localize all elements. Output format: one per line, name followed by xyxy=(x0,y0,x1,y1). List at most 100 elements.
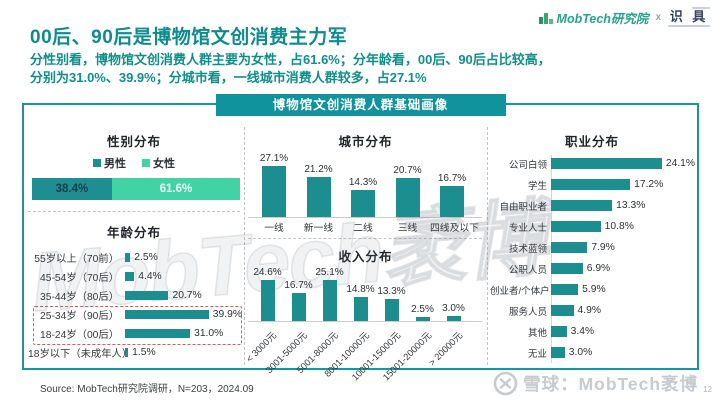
gender-age-divider xyxy=(28,211,240,212)
age-bar xyxy=(125,348,129,357)
source-note: Source: MobTech研究院调研，N=203，2024.09 xyxy=(40,384,254,395)
age-bar xyxy=(125,291,169,300)
xueqiu-logo-icon xyxy=(493,371,518,396)
occupation-bar xyxy=(551,158,662,169)
city-bar-group: 27.1% xyxy=(252,153,296,217)
income-bar-group: 3.0% xyxy=(438,303,469,321)
occupation-bar xyxy=(551,179,631,190)
age-row: 35-44岁（80后） 20.7% xyxy=(28,286,242,305)
occupation-row: 公职人员 6.9% xyxy=(490,258,696,279)
female-swatch xyxy=(142,159,150,167)
occupation-row: 公司白领 24.1% xyxy=(490,153,696,174)
income-value-label: 3.0% xyxy=(442,303,465,315)
income-value-label: 24.6% xyxy=(253,267,282,279)
age-bar xyxy=(125,310,209,319)
page-title: 00后、90后是博物馆文创消费主力军 xyxy=(30,27,348,48)
occupation-value-label: 13.3% xyxy=(616,200,646,211)
footer-brand-text: 雪球：MobTech袤博 xyxy=(523,374,699,394)
occupation-row: 专业人士 10.8% xyxy=(490,216,696,237)
city-value-label: 27.1% xyxy=(259,153,289,165)
occupation-value-label: 17.2% xyxy=(634,179,664,190)
occupation-row: 自由职业者 13.3% xyxy=(490,195,696,216)
shiju-logo-text: 识 具 xyxy=(669,9,709,24)
occupation-bar xyxy=(551,221,601,232)
gender-female-value: 61.6% xyxy=(159,183,193,195)
occupation-value-label: 7.9% xyxy=(591,242,615,253)
gender-bar-female: 61.6% xyxy=(111,178,240,200)
income-chart-title: 收入分布 xyxy=(338,250,393,264)
age-value-label: 31.0% xyxy=(194,328,224,339)
legend-male-label: 男性 xyxy=(104,158,126,170)
city-bar xyxy=(440,185,464,217)
age-highlight-box xyxy=(33,306,242,345)
occupation-row: 服务人员 4.9% xyxy=(490,300,696,321)
income-bar xyxy=(260,280,275,321)
occupation-category-label: 自由职业者 xyxy=(499,201,547,213)
occupation-value-label: 3.0% xyxy=(568,347,593,358)
column-divider-left xyxy=(244,127,245,365)
occupation-value-label: 3.4% xyxy=(570,326,595,337)
city-bar-group: 20.7% xyxy=(386,165,430,217)
occupation-category-label: 服务人员 xyxy=(508,306,547,318)
income-value-label: 13.3% xyxy=(377,286,406,298)
income-value-label: 16.7% xyxy=(284,280,313,292)
occupation-bar xyxy=(551,242,588,253)
occupation-row: 其他 3.4% xyxy=(490,321,696,342)
occupation-category-label: 创业者/个体户 xyxy=(490,285,550,297)
profile-panel: 博物馆文创消费人群基础画像 MobTech袤博 性别分布 男性 女性 38.4%… xyxy=(22,94,699,383)
occupation-category-label: 公职人员 xyxy=(508,264,547,276)
city-bar-group: 16.7% xyxy=(430,173,474,217)
occupation-value-label: 6.9% xyxy=(586,263,611,274)
income-bar xyxy=(446,316,461,321)
occupation-value-label: 10.8% xyxy=(604,221,634,232)
gender-male-value: 38.4% xyxy=(55,183,89,195)
occupation-value-label: 24.1% xyxy=(665,158,696,169)
age-row: 55岁以上（70前） 2.5% xyxy=(28,248,242,267)
gender-chart-title: 性别分布 xyxy=(106,135,161,149)
age-value-label: 1.5% xyxy=(132,347,156,358)
income-bar xyxy=(291,293,306,321)
age-category-label: 35-44岁（80后） xyxy=(40,292,119,303)
subtitle-line-1: 分性别看，博物馆文创消费人群主要为女性，占61.6%；分年龄看，00后、90后占… xyxy=(30,52,551,67)
age-category-label: 18-24岁（00后） xyxy=(40,330,119,341)
city-value-label: 16.7% xyxy=(437,172,467,184)
city-bar xyxy=(306,177,331,217)
age-chart: 55岁以上（70前） 2.5% 45-54岁（70后） 4.4% 35-44岁（80… xyxy=(28,248,242,362)
panel-title: 博物馆文创消费人群基础画像 xyxy=(215,94,506,116)
age-row: 45-54岁（70后） 4.4% xyxy=(28,267,242,286)
income-bar xyxy=(384,299,399,321)
footer-watermark: 雪球：MobTech袤博 12 xyxy=(493,371,712,396)
city-bar xyxy=(262,166,286,217)
income-bar-group: 2.5% xyxy=(407,304,438,321)
city-category-label: 二线 xyxy=(353,223,373,234)
city-category-label: 四线及以下 xyxy=(430,223,479,234)
city-value-label: 14.3% xyxy=(348,177,378,189)
brand-separator: x xyxy=(655,11,661,23)
income-bar xyxy=(415,316,430,321)
age-value-label: 4.4% xyxy=(138,271,162,282)
income-value-label: 14.8% xyxy=(346,283,375,295)
occupation-bar xyxy=(551,347,565,358)
city-income-divider xyxy=(248,238,482,239)
age-row-highlighted: 18-24岁（00后） 31.0% xyxy=(28,324,242,343)
mobtech-building-icon xyxy=(538,12,553,24)
occupation-value-label: 4.9% xyxy=(577,305,602,316)
occupation-chart-title: 职业分布 xyxy=(564,135,619,149)
occupation-row: 无业 3.0% xyxy=(490,342,696,363)
legend-item-female: 女性 xyxy=(142,155,175,171)
age-chart-title: 年龄分布 xyxy=(106,226,161,240)
age-bar xyxy=(125,253,131,262)
age-value-label: 20.7% xyxy=(172,290,202,301)
occupation-category-label: 学生 xyxy=(527,180,547,192)
income-bar xyxy=(353,296,368,321)
occupation-category-label: 专业人士 xyxy=(508,222,547,234)
gender-legend: 男性 女性 xyxy=(24,155,244,171)
income-chart: 24.6% 16.7% 25.1% 14.8% 13.3% 2.5% 3.0% xyxy=(252,266,469,321)
city-chart-title: 城市分布 xyxy=(338,135,393,149)
shiju-logo: 识 具 xyxy=(668,7,710,27)
legend-female-label: 女性 xyxy=(153,158,175,170)
city-bar-group: 14.3% xyxy=(341,177,385,217)
occupation-category-label: 无业 xyxy=(527,348,547,360)
occupation-bar xyxy=(551,305,574,316)
